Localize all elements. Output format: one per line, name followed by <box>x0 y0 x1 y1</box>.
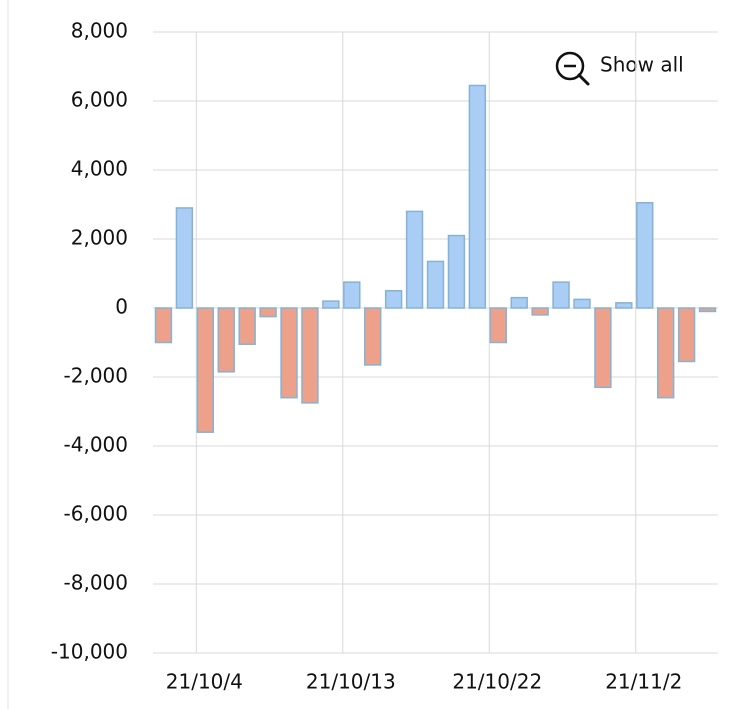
bar <box>531 307 549 316</box>
y-tick-label: -4,000 <box>64 433 128 457</box>
y-tick-label: 8,000 <box>71 19 128 43</box>
bar <box>552 281 570 309</box>
y-tick-label: -10,000 <box>51 640 128 664</box>
x-tick-label: 21/10/22 <box>452 670 542 694</box>
bar <box>238 307 256 345</box>
bar <box>196 307 215 433</box>
zoom-icon <box>555 51 585 81</box>
zoom-icon-handle <box>577 73 590 86</box>
show-all-label[interactable]: Show all <box>600 53 684 77</box>
bar <box>280 307 298 399</box>
bar <box>615 302 633 309</box>
x-tick-label: 21/10/4 <box>166 670 243 694</box>
bar <box>426 260 445 309</box>
y-tick-label: 4,000 <box>71 157 128 181</box>
show-all-button[interactable]: Show all <box>555 51 684 86</box>
bar <box>322 300 340 309</box>
bar <box>175 207 194 309</box>
bar <box>343 281 361 309</box>
bar <box>510 296 528 309</box>
bar <box>217 307 235 373</box>
x-tick-label: 21/10/13 <box>306 670 396 694</box>
bar <box>405 210 424 309</box>
x-tick-label: 21/11/2 <box>605 670 682 694</box>
y-tick-label: 6,000 <box>71 88 128 112</box>
bar <box>364 307 382 366</box>
bar <box>447 234 466 309</box>
bar <box>301 307 319 404</box>
bar <box>259 307 277 318</box>
y-tick-label: -6,000 <box>64 502 128 526</box>
bar <box>698 307 717 313</box>
y-tick-label: 0 <box>115 295 128 319</box>
bar <box>489 307 507 344</box>
bar <box>677 307 696 363</box>
bar <box>636 202 654 309</box>
y-tick-label: 2,000 <box>71 226 128 250</box>
y-tick-label: -2,000 <box>64 364 128 388</box>
y-tick-label: -8,000 <box>64 571 128 595</box>
bar <box>573 298 591 309</box>
bar <box>594 307 612 389</box>
bar <box>656 307 675 399</box>
bar <box>468 84 487 309</box>
bar <box>384 290 403 309</box>
bar <box>154 307 173 344</box>
